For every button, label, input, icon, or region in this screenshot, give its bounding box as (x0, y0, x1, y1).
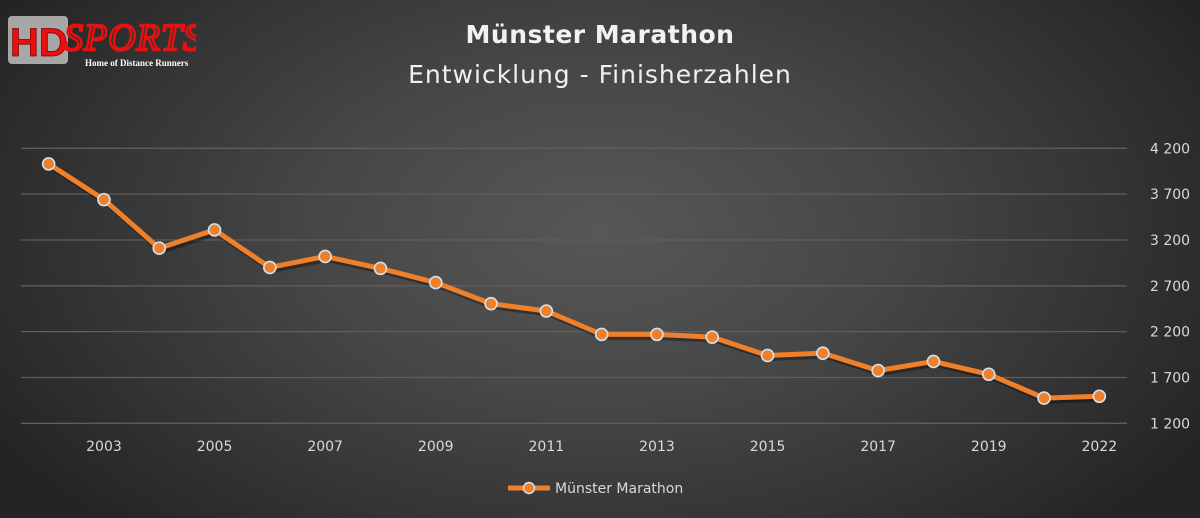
data-point-2019 (981, 367, 996, 382)
x-tick-label: 2005 (197, 439, 233, 455)
series-muenster-marathon (41, 157, 1107, 405)
chart-subtitle: Entwicklung - Finisherzahlen (408, 60, 792, 89)
y-axis: 1 200 1 700 2 200 2 700 3 200 3 700 4 200 (1150, 141, 1190, 432)
x-tick-label: 2015 (750, 439, 786, 455)
y-tick-label: 1 200 (1150, 416, 1190, 432)
data-point-2010 (484, 296, 498, 311)
series-line (47, 161, 1100, 401)
legend[interactable]: Münster Marathon (508, 481, 683, 497)
x-axis: 2003 2005 2007 2009 2011 2013 2015 2017 2019 2022 (86, 439, 1117, 455)
data-point-2002 (41, 157, 56, 171)
x-tick-label: 2022 (1082, 439, 1118, 455)
svg-text:Home of Distance Runners: Home of Distance Runners (85, 58, 189, 68)
data-point-2005 (207, 223, 222, 237)
data-point-2016 (816, 346, 830, 360)
data-point-2009 (428, 275, 443, 290)
data-point-2022 (1092, 389, 1107, 404)
data-point-2004 (152, 241, 167, 256)
data-point-2007 (318, 249, 332, 264)
x-tick-label: 2007 (307, 439, 343, 455)
data-point-2015 (760, 348, 775, 363)
hdsports-logo: HD SPORTS Home of Distance Runners (8, 16, 196, 68)
data-point-2013 (650, 327, 664, 342)
data-point-2008 (373, 261, 388, 276)
legend-marker-swatch (522, 481, 536, 495)
legend-label: Münster Marathon (555, 481, 683, 497)
x-tick-label: 2009 (418, 439, 454, 455)
y-tick-label: 2 700 (1150, 279, 1190, 295)
y-tick-label: 2 200 (1150, 325, 1190, 341)
y-tick-label: 3 200 (1150, 233, 1190, 249)
x-tick-label: 2013 (639, 439, 675, 455)
data-point-2011 (539, 304, 554, 318)
y-tick-label: 4 200 (1150, 141, 1190, 157)
data-point-2006 (263, 260, 277, 275)
y-tick-label: 3 700 (1150, 187, 1190, 203)
data-point-2003 (97, 192, 111, 207)
data-point-2021 (1037, 391, 1051, 405)
chart-title: Münster Marathon (465, 20, 735, 49)
x-tick-label: 2017 (860, 439, 896, 455)
svg-text:HD: HD (10, 21, 68, 65)
data-point-2017 (871, 363, 885, 378)
data-point-2012 (594, 327, 609, 342)
x-tick-label: 2019 (971, 439, 1007, 455)
data-point-2014 (705, 330, 720, 344)
data-point-2018 (926, 354, 941, 369)
gridlines (21, 147, 1127, 424)
x-tick-label: 2003 (86, 439, 122, 455)
x-tick-label: 2011 (529, 439, 565, 455)
svg-text:SPORTS: SPORTS (64, 17, 196, 59)
y-tick-label: 1 700 (1150, 370, 1190, 386)
